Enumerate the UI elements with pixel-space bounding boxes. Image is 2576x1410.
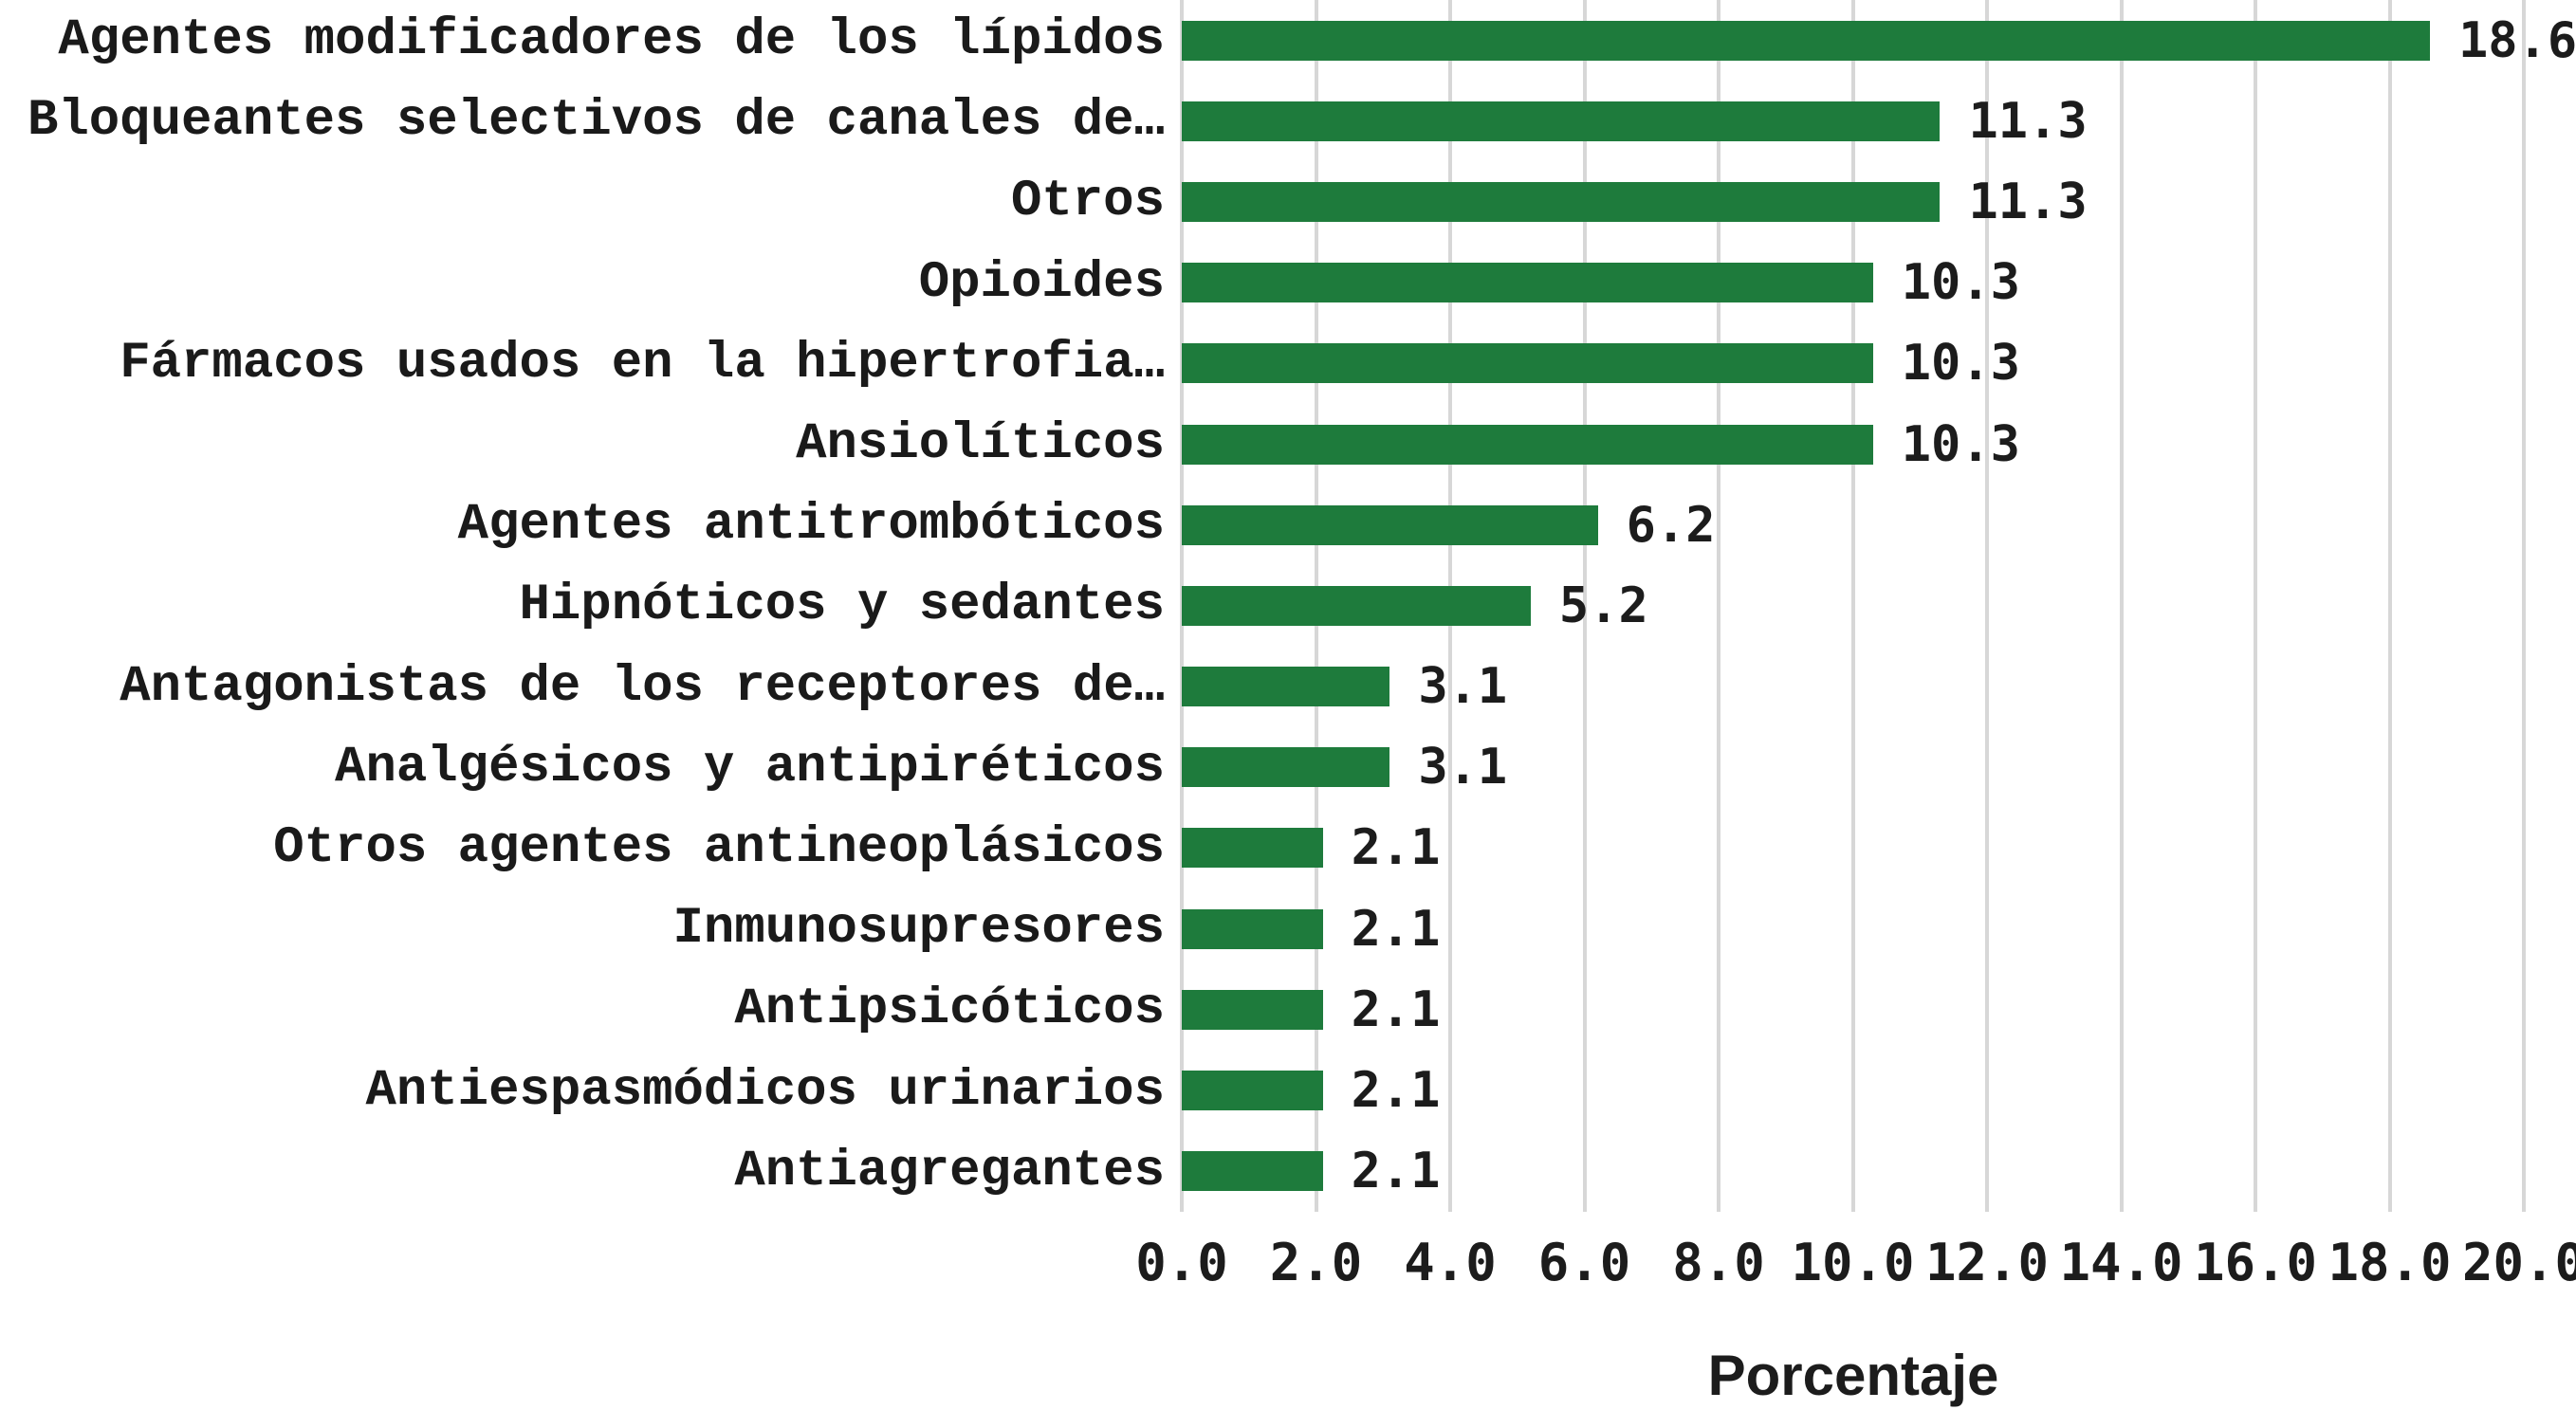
bar-row: Antiespasmódicos urinarios 2.1 — [0, 1050, 2576, 1130]
bar — [1182, 20, 2430, 61]
bar-track: 6.2 — [1165, 485, 2576, 565]
x-tick-label: 4.0 — [1404, 1233, 1497, 1292]
x-tick-label: 0.0 — [1135, 1233, 1228, 1292]
x-axis-ticks: 0.0 2.0 4.0 6.0 8.0 10.0 12.0 14.0 16.0 18.0 20.0 — [1135, 1233, 2576, 1299]
bar — [1182, 667, 1390, 707]
category-label: Antipsicóticos — [734, 980, 1165, 1039]
bar-row: Ansiolíticos 10.3 — [0, 404, 2576, 485]
gridline — [2522, 0, 2526, 1212]
gridline — [2254, 0, 2257, 1212]
bar-row: Fármacos usados en la hipertrofia… 10.3 — [0, 323, 2576, 404]
x-tick-label: 16.0 — [2193, 1233, 2318, 1292]
value-label: 10.3 — [1901, 254, 2020, 312]
x-axis-title: Porcentaje — [1707, 1344, 1999, 1407]
value-label: 2.1 — [1351, 1143, 1441, 1200]
bar — [1182, 504, 1598, 545]
value-label: 2.1 — [1351, 900, 1441, 958]
value-label: 18.6 — [2457, 11, 2576, 69]
value-label: 11.3 — [1968, 92, 2088, 150]
x-tick-label: 2.0 — [1269, 1233, 1363, 1292]
value-label: 10.3 — [1901, 415, 2020, 473]
bar-row: Agentes modificadores de los lípidos 18.6 — [0, 0, 2576, 81]
bar-rows: Agentes modificadores de los lípidos 18.6… — [0, 0, 2576, 1212]
bar-row: Otros agentes antineoplásicos 2.1 — [0, 808, 2576, 888]
category-label: Ansiolíticos — [796, 415, 1165, 474]
category-label: Hipnóticos y sedantes — [519, 577, 1165, 635]
bar — [1182, 585, 1531, 626]
category-label: Opioides — [918, 253, 1165, 312]
bar-row: Opioides 10.3 — [0, 243, 2576, 323]
bar-row: Bloqueantes selectivos de canales de… 11.… — [0, 81, 2576, 161]
value-label: 2.1 — [1351, 819, 1441, 877]
bar-row: Inmunosupresores 2.1 — [0, 888, 2576, 969]
category-label: Bloqueantes selectivos de canales de… — [28, 92, 1165, 151]
x-tick-label: 6.0 — [1537, 1233, 1631, 1292]
value-label: 2.1 — [1351, 980, 1441, 1038]
x-tick-label: 8.0 — [1672, 1233, 1765, 1292]
bar-track: 2.1 — [1165, 888, 2576, 969]
bar — [1182, 828, 1323, 869]
bar — [1182, 747, 1390, 788]
bar-track: 11.3 — [1165, 81, 2576, 161]
bar — [1182, 908, 1323, 949]
value-label: 10.3 — [1901, 335, 2020, 393]
category-label: Antiagregantes — [734, 1142, 1165, 1200]
bar — [1182, 989, 1323, 1030]
bar — [1182, 263, 1873, 303]
gridline — [1985, 0, 1989, 1212]
bar-track: 3.1 — [1165, 727, 2576, 808]
x-tick-label: 20.0 — [2461, 1233, 2576, 1292]
bar — [1182, 1151, 1323, 1192]
bar-row: Antagonistas de los receptores de… 3.1 — [0, 647, 2576, 727]
value-label: 11.3 — [1968, 173, 2088, 230]
category-label: Agentes modificadores de los lípidos — [58, 11, 1165, 70]
bar-row: Agentes antitrombóticos 6.2 — [0, 485, 2576, 565]
gridline — [1582, 0, 1587, 1212]
bar-row: Hipnóticos y sedantes 5.2 — [0, 565, 2576, 646]
bar — [1182, 343, 1873, 384]
x-tick-label: 10.0 — [1791, 1233, 1915, 1292]
value-label: 5.2 — [1558, 577, 1648, 634]
bar-row: Antipsicóticos 2.1 — [0, 969, 2576, 1050]
gridline — [1850, 0, 1855, 1212]
x-tick-label: 14.0 — [2059, 1233, 2183, 1292]
gridline — [2387, 0, 2392, 1212]
bar-track: 3.1 — [1165, 647, 2576, 727]
gridline — [2119, 0, 2124, 1212]
value-label: 6.2 — [1626, 496, 1716, 554]
category-label: Fármacos usados en la hipertrofia… — [120, 334, 1165, 393]
bar-track: 10.3 — [1165, 323, 2576, 404]
x-tick-label: 12.0 — [1924, 1233, 2050, 1292]
bar-track: 18.6 — [1165, 0, 2576, 81]
bar — [1182, 1071, 1323, 1111]
bar-track: 2.1 — [1165, 808, 2576, 888]
category-label: Analgésicos y antipiréticos — [335, 738, 1165, 797]
bar-row: Analgésicos y antipiréticos 3.1 — [0, 727, 2576, 808]
bar-track: 5.2 — [1165, 565, 2576, 646]
category-label: Agentes antitrombóticos — [457, 496, 1165, 555]
value-label: 3.1 — [1418, 739, 1508, 797]
category-label: Antiespasmódicos urinarios — [365, 1061, 1165, 1120]
bar-track: 11.3 — [1165, 161, 2576, 242]
x-tick-label: 18.0 — [2328, 1233, 2452, 1292]
bar-track: 2.1 — [1165, 969, 2576, 1050]
bar — [1182, 101, 1941, 141]
value-label: 3.1 — [1418, 658, 1508, 716]
value-label: 2.1 — [1351, 1062, 1441, 1120]
bar — [1182, 424, 1873, 465]
bar-track: 10.3 — [1165, 243, 2576, 323]
category-label: Antagonistas de los receptores de… — [120, 657, 1165, 716]
category-label: Otros agentes antineoplásicos — [273, 818, 1165, 877]
bar-row: Otros 11.3 — [0, 161, 2576, 242]
category-label: Inmunosupresores — [672, 900, 1165, 959]
bar-track: 2.1 — [1165, 1050, 2576, 1130]
category-label: Otros — [1010, 173, 1165, 231]
bar-row: Antiagregantes 2.1 — [0, 1131, 2576, 1212]
bar-track: 2.1 — [1165, 1131, 2576, 1212]
gridline — [1717, 0, 1720, 1212]
bar — [1182, 181, 1941, 222]
bar-track: 10.3 — [1165, 404, 2576, 485]
